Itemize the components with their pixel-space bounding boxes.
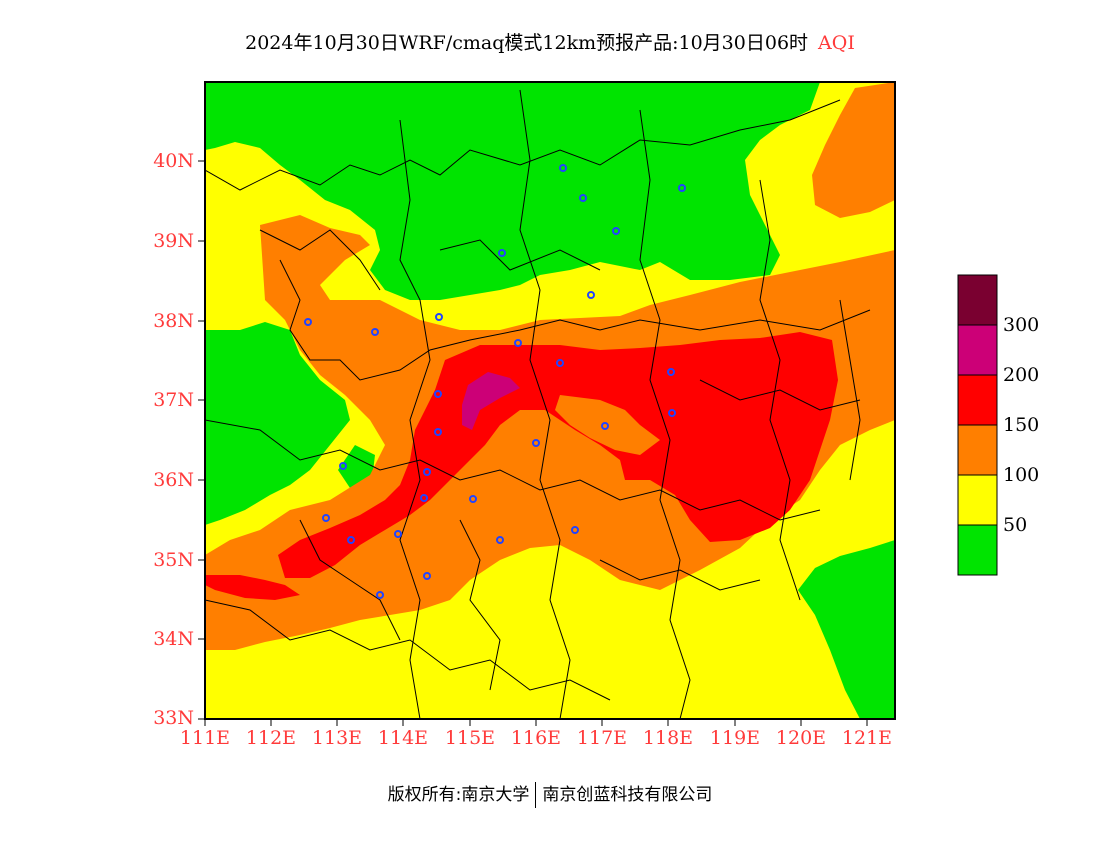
- station-marker: [423, 572, 431, 580]
- station-marker: [678, 184, 686, 192]
- copyright-owner: 版权所有:南京大学: [387, 785, 530, 805]
- lon-label-121e: 121E: [841, 727, 893, 749]
- title-text: 2024年10月30日WRF/cmaq模式12km预报产品:10月30日06时: [245, 32, 809, 54]
- station-marker: [532, 439, 540, 447]
- station-marker: [559, 164, 567, 172]
- station-marker: [376, 591, 384, 599]
- aqi-field: [205, 82, 895, 719]
- station-marker: [556, 359, 564, 367]
- legend-swatch-good: [957, 524, 998, 576]
- legend-swatch-hazardous: [957, 274, 998, 326]
- lon-label-117e: 117E: [576, 727, 628, 749]
- lon-label-115e: 115E: [444, 727, 496, 749]
- title-aqi-tag: AQI: [818, 32, 855, 54]
- legend-swatch-very-unhealthy: [957, 324, 998, 376]
- station-marker: [668, 409, 676, 417]
- station-marker: [394, 530, 402, 538]
- legend-label-100: 100: [1003, 464, 1040, 486]
- legend-label-50: 50: [1003, 514, 1028, 536]
- station-marker: [322, 514, 330, 522]
- legend-label-200: 200: [1003, 364, 1040, 386]
- station-marker: [469, 495, 477, 503]
- admin-boundaries: [205, 89, 871, 719]
- lat-label-40n: 40N: [153, 150, 194, 172]
- lon-label-113e: 113E: [311, 727, 363, 749]
- aqi-zone-usg: [205, 215, 895, 650]
- lat-label-37n: 37N: [153, 389, 194, 411]
- station-marker: [571, 526, 579, 534]
- lon-label-116e: 116E: [510, 727, 562, 749]
- lat-label-34n: 34N: [153, 628, 194, 650]
- station-marker: [304, 318, 312, 326]
- aqi-zone-good-north: [205, 82, 820, 300]
- legend-swatch-usg: [957, 424, 998, 476]
- axis-ticks: [198, 160, 868, 726]
- lon-label-118e: 118E: [642, 727, 694, 749]
- copyright-footer: 版权所有:南京大学 南京创蓝科技有限公司: [0, 780, 1100, 808]
- lon-label-111e: 111E: [179, 727, 231, 749]
- station-marker: [434, 428, 442, 436]
- legend-label-150: 150: [1003, 414, 1040, 436]
- aqi-zone-unhealthy: [278, 332, 838, 578]
- aqi-zone-very-unhealthy: [462, 372, 520, 430]
- station-marker: [339, 462, 347, 470]
- station-marker: [496, 536, 504, 544]
- monitoring-stations: [304, 164, 686, 599]
- lat-label-33n: 33N: [153, 707, 194, 729]
- station-marker: [612, 227, 620, 235]
- map-title: 2024年10月30日WRF/cmaq模式12km预报产品:10月30日06时 A…: [0, 28, 1100, 55]
- station-marker: [420, 494, 428, 502]
- station-marker: [587, 291, 595, 299]
- legend-swatch-unhealthy: [957, 374, 998, 426]
- lat-label-39n: 39N: [153, 230, 194, 252]
- aqi-zone-good-patch: [338, 445, 375, 488]
- aqi-zone-good-southeast: [798, 540, 895, 719]
- lat-label-36n: 36N: [153, 469, 194, 491]
- lon-label-114e: 114E: [377, 727, 429, 749]
- lon-label-120e: 120E: [775, 727, 827, 749]
- station-marker: [667, 368, 675, 376]
- legend-label-300: 300: [1003, 314, 1040, 336]
- station-marker: [423, 468, 431, 476]
- lon-label-119e: 119E: [709, 727, 761, 749]
- station-marker: [435, 313, 443, 321]
- aqi-zone-usg-northeast: [812, 82, 895, 218]
- legend-swatch-moderate: [957, 474, 998, 526]
- station-marker: [579, 194, 587, 202]
- lat-label-35n: 35N: [153, 549, 194, 571]
- station-marker: [514, 339, 522, 347]
- lat-label-38n: 38N: [153, 310, 194, 332]
- legend-colorbar: [957, 274, 998, 576]
- station-marker: [347, 536, 355, 544]
- aqi-zone-unhealthy-southwest: [205, 575, 300, 600]
- copyright-company: 南京创蓝科技有限公司: [542, 785, 713, 805]
- station-marker: [371, 328, 379, 336]
- station-marker: [498, 249, 506, 257]
- station-marker: [601, 422, 609, 430]
- station-marker: [434, 390, 442, 398]
- footer-divider: [535, 782, 537, 808]
- lon-label-112e: 112E: [245, 727, 297, 749]
- aqi-zone-good-west: [205, 322, 350, 525]
